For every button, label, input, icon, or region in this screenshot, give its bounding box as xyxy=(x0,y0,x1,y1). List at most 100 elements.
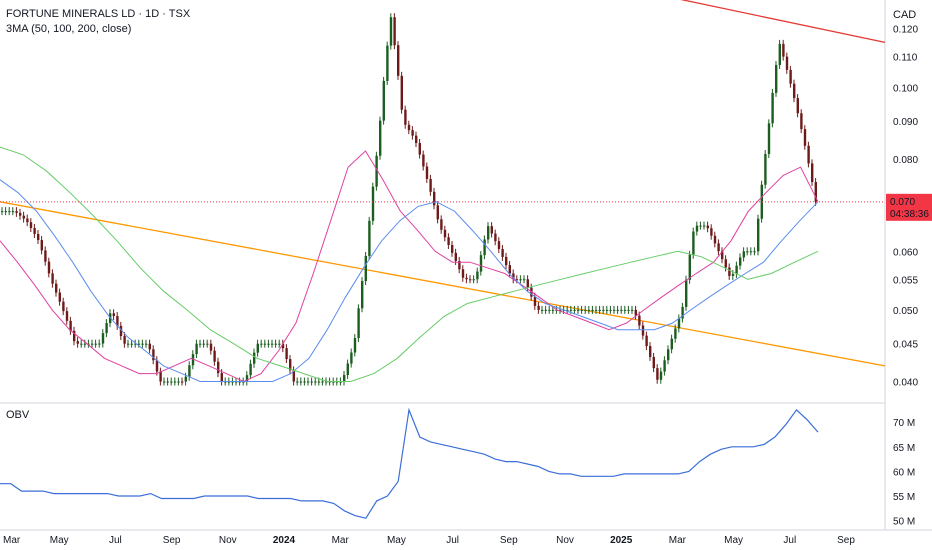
trendline[interactable] xyxy=(531,0,886,44)
candle-body xyxy=(476,271,479,280)
candle-body xyxy=(742,251,745,258)
candle-body xyxy=(681,306,684,319)
candle-body xyxy=(559,309,562,311)
price-tick-label: 0.060 xyxy=(893,247,918,258)
candle-body xyxy=(191,354,195,366)
candle-body xyxy=(101,333,105,344)
candle-body xyxy=(152,349,155,361)
candle-body xyxy=(764,153,767,185)
candle-body xyxy=(8,211,11,213)
candle-body xyxy=(749,251,753,253)
obv-legend[interactable]: OBV xyxy=(6,409,30,421)
candle-body xyxy=(775,65,778,93)
candle-body xyxy=(541,309,544,311)
time-tick-label: Jul xyxy=(446,535,459,546)
obv-tick-label: 60 M xyxy=(893,467,915,478)
time-tick-label: Nov xyxy=(556,535,574,546)
candle-body xyxy=(584,309,587,311)
last-price-value: 0.070 xyxy=(890,197,915,208)
candle-body xyxy=(235,381,238,383)
candle-body xyxy=(159,371,162,382)
obv-tick-label: 70 M xyxy=(893,418,915,429)
trendlines[interactable] xyxy=(0,0,886,367)
candle-body xyxy=(634,309,637,316)
indicator-legend[interactable]: 3MA (50, 100, 200, close) xyxy=(6,23,131,35)
obv-line xyxy=(0,407,819,519)
candle-body xyxy=(580,309,583,311)
time-tick-label: Mar xyxy=(669,535,687,546)
candle-body xyxy=(587,309,591,311)
candle-body xyxy=(771,92,774,124)
candle-body xyxy=(112,313,115,317)
candle-body xyxy=(393,17,396,46)
moving-average-line xyxy=(0,150,819,383)
candle-body xyxy=(483,239,486,256)
candle-body xyxy=(461,269,465,278)
candle-body xyxy=(652,356,655,369)
obv-axis[interactable]: 70 M 65 M 60 M 55 M 50 M xyxy=(893,418,915,527)
candle-body xyxy=(62,301,65,312)
candle-body xyxy=(224,381,227,383)
candle-body xyxy=(267,343,270,345)
time-axis[interactable]: Mar May Jul Sep Nov 2024 Mar May Jul Sep Nov 2025 Ma… xyxy=(3,535,855,546)
time-tick-label: 2025 xyxy=(610,535,633,546)
candle-body xyxy=(721,251,724,260)
candle-body xyxy=(526,279,529,288)
candle-body xyxy=(307,381,310,383)
candle-body xyxy=(73,330,76,342)
candle-body xyxy=(760,184,763,219)
candle-body xyxy=(69,320,72,331)
candle-body xyxy=(400,75,403,110)
price-tick-label: 0.055 xyxy=(893,275,918,286)
candle-body xyxy=(490,226,493,234)
candle-body xyxy=(415,135,418,143)
candle-body xyxy=(613,309,616,311)
obv-tick-label: 65 M xyxy=(893,443,915,454)
candle-body xyxy=(213,350,216,362)
candle-body xyxy=(807,145,810,164)
candle-body xyxy=(321,381,324,383)
currency-label[interactable]: CAD xyxy=(893,9,916,21)
candle-body xyxy=(605,309,609,311)
candle-body xyxy=(292,370,295,382)
symbol-title[interactable]: FORTUNE MINERALS LD · 1D · TSX xyxy=(6,8,191,20)
candle-body xyxy=(404,109,407,125)
candle-body xyxy=(375,155,378,187)
candle-body xyxy=(4,211,7,213)
candle-body xyxy=(767,123,771,154)
candle-body xyxy=(195,343,198,355)
candle-body xyxy=(663,360,666,372)
candle-body xyxy=(649,346,652,357)
candle-body xyxy=(389,17,393,46)
candle-body xyxy=(83,343,87,345)
candle-body xyxy=(155,360,159,372)
candle-body xyxy=(137,343,141,345)
candle-body xyxy=(274,343,277,345)
candle-body xyxy=(397,45,400,76)
candle-body xyxy=(91,343,94,345)
candle-body xyxy=(782,43,785,57)
trendline[interactable] xyxy=(0,201,886,367)
candle-body xyxy=(220,373,223,382)
candle-body xyxy=(451,244,454,253)
price-tick-label: 0.090 xyxy=(893,117,918,128)
candle-body xyxy=(87,343,90,345)
candle-body xyxy=(278,343,281,345)
moving-average-line xyxy=(0,146,819,382)
candle-body xyxy=(209,343,213,351)
candle-body xyxy=(148,343,151,350)
candle-body xyxy=(598,309,601,311)
candle-body xyxy=(94,343,97,345)
candle-body xyxy=(641,325,645,336)
time-tick-label: Nov xyxy=(219,535,237,546)
candle-body xyxy=(793,83,796,99)
candle-body xyxy=(739,257,742,266)
candle-body xyxy=(145,343,148,345)
candle-body xyxy=(433,191,436,206)
candle-body xyxy=(281,343,285,349)
candle-body xyxy=(497,241,501,249)
candle-body xyxy=(429,178,432,192)
candle-body xyxy=(29,222,33,229)
candle-body xyxy=(407,124,411,131)
